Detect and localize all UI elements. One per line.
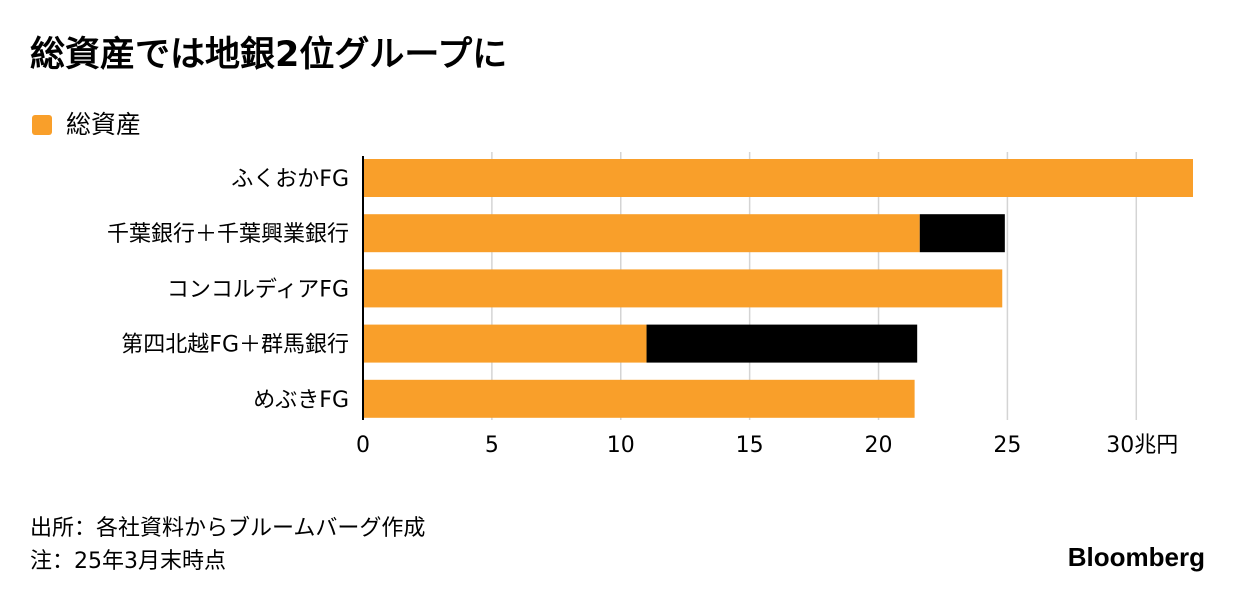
footer-notes: 出所：各社資料からブルームバーグ作成 注：25年3月末時点 xyxy=(30,512,425,578)
x-tick-label-25: 25 xyxy=(993,433,1021,458)
bar-3-series-0 xyxy=(363,324,647,363)
category-label-2: コンコルディアFG xyxy=(167,277,349,302)
chart-title: 総資産では地銀2位グループに xyxy=(30,35,508,75)
category-label-0: ふくおかFG xyxy=(231,167,349,192)
bar-1-series-1 xyxy=(919,214,1005,253)
category-label-1: 千葉銀行＋千葉興業銀行 xyxy=(107,222,349,247)
x-tick-label-20: 20 xyxy=(865,433,893,458)
x-tick-label-5: 5 xyxy=(485,433,499,458)
bar-2-series-0 xyxy=(363,269,1003,308)
legend-label: 総資産 xyxy=(66,110,142,139)
bar-3-series-1 xyxy=(646,324,918,363)
x-tick-label-0: 0 xyxy=(356,433,370,458)
category-label-4: めぶきFG xyxy=(253,388,349,413)
bar-0-series-0 xyxy=(363,159,1193,197)
x-tick-label-15: 15 xyxy=(736,433,764,458)
legend-swatch xyxy=(32,114,52,135)
bar-1-series-0 xyxy=(363,214,920,253)
date-note: 注：25年3月末時点 xyxy=(30,549,226,574)
legend: 総資産 xyxy=(32,112,141,137)
x-tick-label-10: 10 xyxy=(607,433,635,458)
bloomberg-logo: Bloomberg xyxy=(1067,542,1205,572)
bar-4-series-0 xyxy=(363,379,915,418)
category-label-3: 第四北越FG＋群馬銀行 xyxy=(121,333,349,358)
source-note: 出所：各社資料からブルームバーグ作成 xyxy=(30,516,426,541)
x-tick-label-30: 30兆円 xyxy=(1106,433,1178,458)
